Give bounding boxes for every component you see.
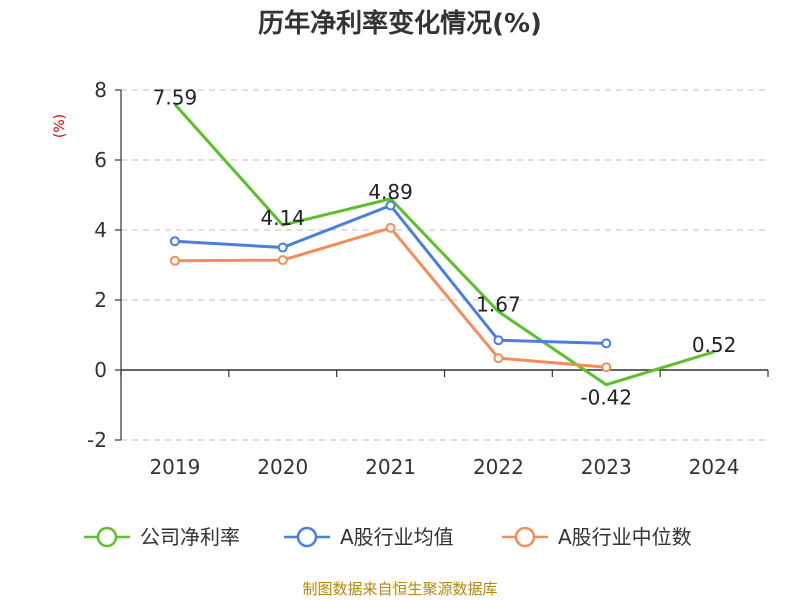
data-label: 4.14 — [260, 206, 305, 230]
x-tick-label: 2020 — [257, 455, 308, 479]
series-line-2 — [174, 226, 607, 369]
legend-label: A股行业中位数 — [558, 525, 692, 549]
data-label: 1.67 — [476, 293, 521, 317]
y-tick-label: 6 — [94, 148, 107, 172]
series-layer — [169, 103, 715, 387]
grid-lines — [121, 89, 768, 441]
data-point — [493, 353, 504, 364]
x-tick-label: 2019 — [149, 455, 200, 479]
data-label: 4.89 — [368, 180, 413, 204]
x-tick-label: 2023 — [581, 455, 632, 479]
legend-label: 公司净利率 — [140, 525, 240, 549]
x-tick-label: 2022 — [473, 455, 524, 479]
y-tick-label: 8 — [94, 78, 107, 102]
data-point — [601, 338, 612, 349]
series-line-0 — [173, 103, 715, 387]
data-labels: 7.59 4.14 4.89 1.67 -0.42 0.52 — [153, 85, 737, 409]
x-tick-label: 2024 — [689, 455, 740, 479]
legend-item-2[interactable]: A股行业中位数 — [502, 525, 692, 549]
y-tick-label: 0 — [94, 358, 107, 382]
x-tick-label: 2021 — [365, 455, 416, 479]
data-point — [385, 222, 396, 233]
y-tick-label: 2 — [94, 288, 107, 312]
legend-item-0[interactable]: 公司净利率 — [84, 525, 240, 549]
y-tick-label: 4 — [94, 218, 107, 242]
data-point — [385, 200, 396, 211]
legend-item-1[interactable]: A股行业均值 — [284, 525, 454, 549]
source-note: 制图数据来自恒生聚源数据库 — [302, 580, 497, 598]
data-label: -0.42 — [580, 386, 632, 410]
data-label: 7.59 — [153, 85, 198, 109]
legend-swatch-marker — [514, 526, 536, 548]
y-tick-label: -2 — [87, 428, 107, 452]
chart-title: 历年净利率变化情况(%) — [258, 8, 542, 39]
data-point — [277, 255, 288, 266]
data-point — [169, 236, 180, 247]
data-label: 0.52 — [692, 333, 737, 357]
data-point — [601, 362, 612, 373]
data-point — [169, 255, 180, 266]
legend-swatch-marker — [296, 526, 318, 548]
legend-label: A股行业均值 — [340, 525, 454, 549]
data-point — [493, 335, 504, 346]
y-axis-unit: (%) — [52, 114, 68, 138]
axes: -2 0 2 4 6 8 2019 2020 2021 2022 2023 2024 — [87, 78, 769, 479]
legend: 公司净利率 A股行业均值 A股行业中位数 — [84, 525, 692, 549]
data-point — [277, 242, 288, 253]
legend-swatch-marker — [96, 526, 118, 548]
